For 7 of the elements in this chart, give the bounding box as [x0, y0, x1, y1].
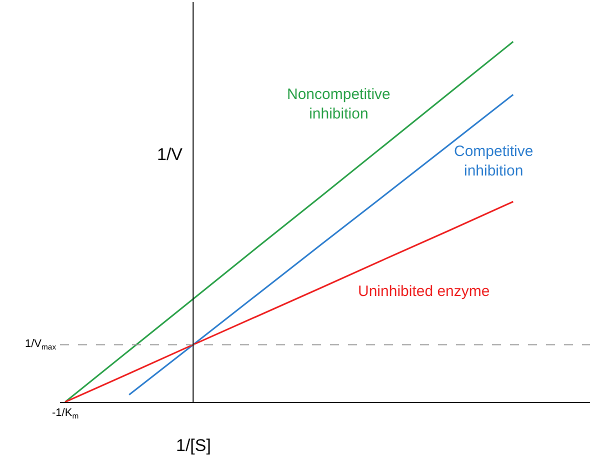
series-label: Noncompetitive inhibition	[287, 86, 390, 122]
series-label: Uninhibited enzyme	[358, 283, 490, 300]
annotation: -1/K$_{m}$	[52, 407, 79, 420]
ref-line-label: 1/V$_{max}$	[25, 338, 56, 352]
y-axis-title: 1/V	[157, 145, 184, 164]
x-axis-title: 1/[S]	[176, 436, 211, 455]
series-label: Competitive inhibition	[454, 143, 534, 180]
